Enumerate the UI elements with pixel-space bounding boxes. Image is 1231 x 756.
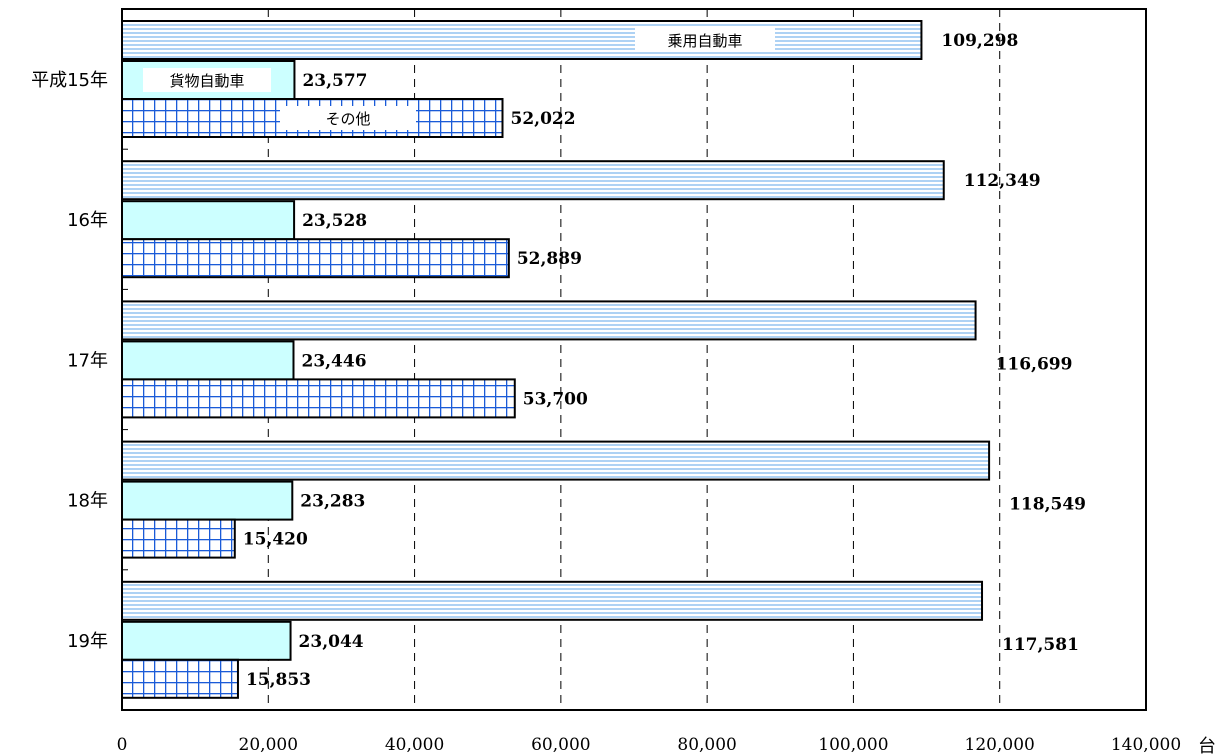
x-tick-label: 100,000 bbox=[818, 735, 888, 755]
legend-label: 貨物自動車 bbox=[169, 72, 244, 90]
value-label: 23,577 bbox=[302, 71, 367, 91]
bar bbox=[121, 200, 296, 241]
bars bbox=[121, 20, 991, 699]
bar bbox=[121, 480, 294, 521]
value-label: 117,581 bbox=[1002, 635, 1079, 655]
bar bbox=[121, 378, 516, 419]
bar bbox=[121, 518, 236, 559]
value-label: 23,446 bbox=[301, 351, 366, 371]
bar bbox=[121, 20, 923, 60]
category-label: 18年 bbox=[67, 491, 108, 512]
category-label: 17年 bbox=[67, 350, 108, 371]
value-label: 53,700 bbox=[523, 389, 588, 409]
x-tick-label: 120,000 bbox=[965, 735, 1035, 755]
x-tick-label: 80,000 bbox=[677, 735, 736, 755]
bar bbox=[121, 440, 991, 481]
bar bbox=[121, 300, 977, 341]
value-label: 112,349 bbox=[964, 171, 1041, 191]
value-label: 23,283 bbox=[300, 492, 365, 512]
bar bbox=[121, 620, 292, 661]
x-tick-label: 60,000 bbox=[531, 735, 590, 755]
value-label: 116,699 bbox=[996, 354, 1073, 374]
value-label: 52,022 bbox=[511, 109, 576, 129]
plot-frame bbox=[121, 8, 1147, 711]
value-label: 109,298 bbox=[941, 31, 1018, 51]
legend-box bbox=[143, 68, 271, 92]
bar bbox=[121, 580, 984, 621]
value-label: 23,044 bbox=[299, 632, 364, 652]
value-label: 23,528 bbox=[302, 211, 367, 231]
legend-label: 乗用自動車 bbox=[667, 32, 742, 50]
value-label: 52,889 bbox=[517, 249, 582, 269]
bar bbox=[121, 658, 239, 699]
x-tick-label: 40,000 bbox=[385, 735, 444, 755]
value-label: 15,853 bbox=[246, 670, 311, 690]
x-tick-label: 0 bbox=[117, 735, 128, 755]
value-label: 15,420 bbox=[243, 530, 308, 550]
category-label: 平成15年 bbox=[31, 70, 108, 91]
x-tick-label: 20,000 bbox=[239, 735, 298, 755]
value-labels: 109,298 23,577 52,022 112,349 23,528 52,889 11… bbox=[243, 31, 1086, 690]
bar bbox=[121, 340, 295, 381]
category-label: 19年 bbox=[67, 631, 108, 652]
x-tick-label: 140,000 bbox=[1111, 735, 1181, 755]
bar bbox=[121, 238, 510, 279]
category-label: 16年 bbox=[67, 210, 108, 231]
legend-box bbox=[280, 106, 416, 130]
legend-label: その他 bbox=[325, 110, 370, 128]
legend-box bbox=[635, 28, 775, 52]
x-tick-labels: 0 20,000 40,000 60,000 80,000 100,000 120,000 1… bbox=[117, 735, 1182, 755]
value-label: 118,549 bbox=[1009, 495, 1086, 515]
unit-label: 台 bbox=[1198, 736, 1216, 756]
category-labels: 平成15年 16年 17年 18年 19年 bbox=[31, 70, 108, 652]
bar bbox=[121, 160, 945, 201]
